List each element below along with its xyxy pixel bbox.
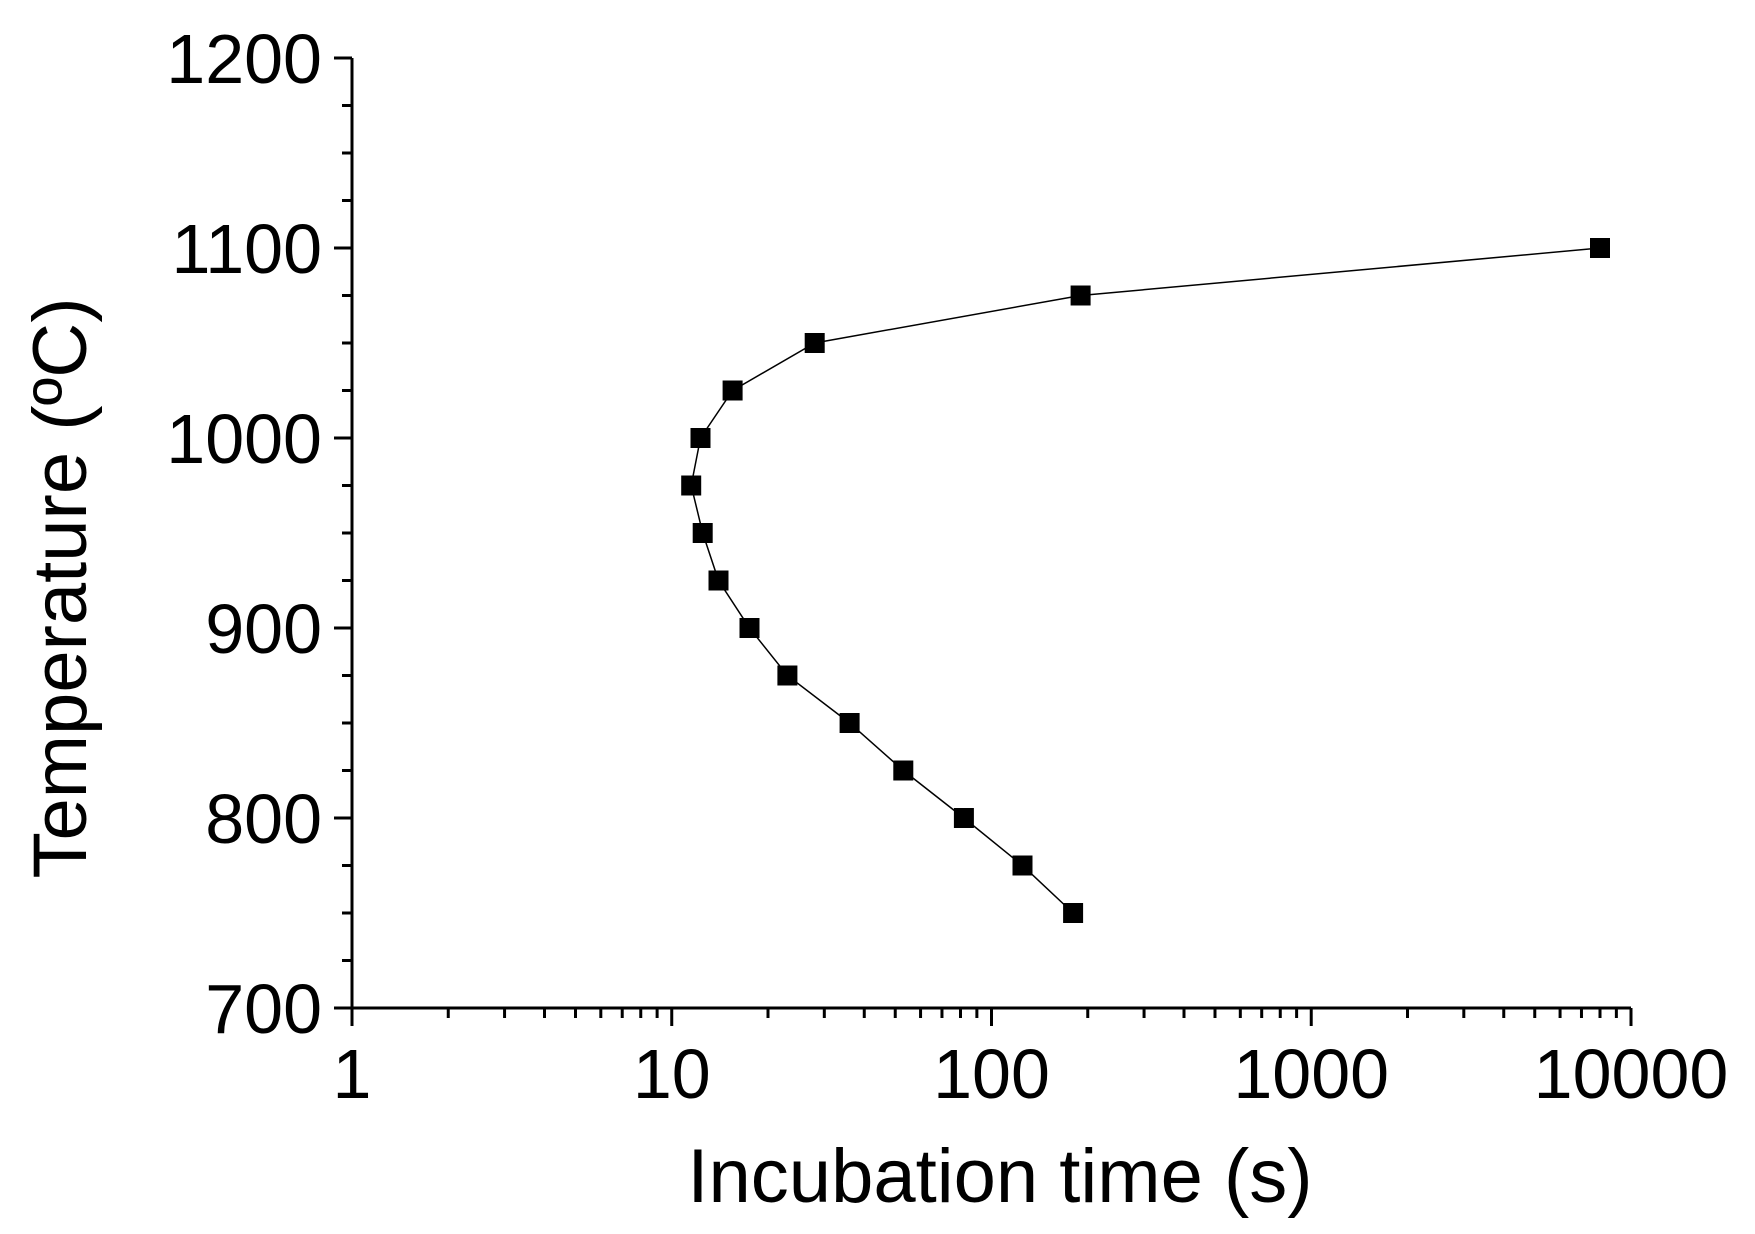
- axes: [350, 58, 1631, 1010]
- y-tick-label: 900: [205, 590, 322, 668]
- ticks: [334, 56, 1633, 1026]
- data-point-marker: [708, 570, 729, 591]
- data-point-marker: [1012, 855, 1033, 876]
- y-tick-label: 1200: [166, 20, 322, 98]
- data-point-marker: [1063, 903, 1084, 923]
- y-tick-label: 700: [205, 970, 322, 1048]
- data-point-marker: [739, 618, 760, 638]
- y-tick-label: 1000: [166, 400, 322, 478]
- x-tick-label: 10000: [1534, 1035, 1729, 1113]
- x-axis-title: Incubation time (s): [687, 1134, 1312, 1219]
- tick-labels: 700 800 900 1000 1100 1200 1 10 100 1000 10000: [166, 20, 1728, 1113]
- x-tick-label: 10: [633, 1035, 711, 1113]
- x-tick-label: 100: [933, 1035, 1050, 1113]
- data-point-marker: [777, 665, 798, 686]
- x-tick-label: 1000: [1233, 1035, 1389, 1113]
- x-tick-label: 1: [333, 1035, 372, 1113]
- series-polyline: [690, 247, 1601, 914]
- y-tick-label: 800: [205, 780, 322, 858]
- y-tick-label: 1100: [171, 210, 322, 288]
- data-point-marker: [804, 333, 825, 353]
- series-markers: [681, 238, 1610, 923]
- series-line: [690, 247, 1601, 914]
- data-point-marker: [692, 523, 713, 543]
- data-point-marker: [690, 428, 711, 448]
- data-point-marker: [722, 380, 743, 401]
- data-point-marker: [1590, 238, 1610, 258]
- data-point-marker: [953, 808, 974, 828]
- data-point-marker: [1070, 285, 1091, 306]
- y-axis-title: Temperature (ºC): [18, 297, 103, 878]
- data-point-marker: [893, 760, 914, 781]
- data-point-marker: [839, 713, 860, 733]
- data-point-marker: [681, 475, 702, 496]
